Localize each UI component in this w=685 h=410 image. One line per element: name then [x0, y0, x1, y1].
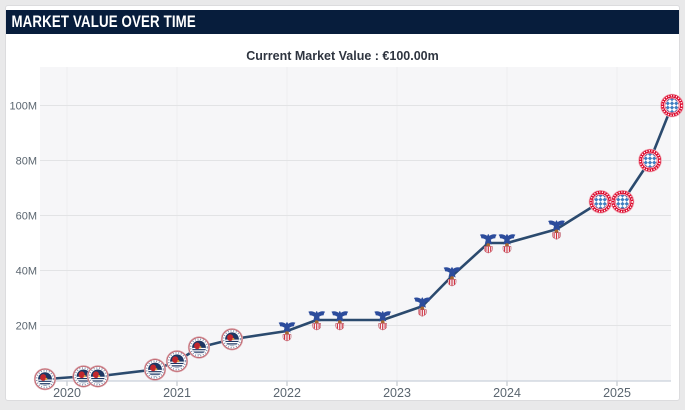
- reading-crest-marker[interactable]: [87, 366, 108, 387]
- y-axis-tick-label: 100M: [9, 101, 37, 113]
- reading-crest-marker[interactable]: [188, 337, 209, 358]
- x-axis-tick-label: 2020: [53, 386, 81, 400]
- panel-header: MARKET VALUE OVER TIME: [6, 10, 679, 34]
- x-axis-tick-label: 2025: [603, 386, 631, 400]
- bayern-munich-crest-marker[interactable]: [659, 93, 685, 118]
- reading-crest-marker[interactable]: [221, 329, 242, 350]
- reading-crest-marker[interactable]: [34, 369, 55, 390]
- x-axis-tick-label: 2024: [493, 386, 521, 400]
- bayern-munich-crest-marker[interactable]: [610, 189, 635, 214]
- current-market-value-banner: Current Market Value : €100.00m: [246, 49, 439, 63]
- x-axis-tick-label: 2021: [163, 386, 191, 400]
- x-axis-tick-label: 2022: [273, 386, 301, 400]
- bayern-munich-crest-marker[interactable]: [588, 189, 613, 214]
- y-axis-tick-label: 60M: [16, 211, 37, 223]
- y-axis-tick-label: 80M: [16, 156, 37, 168]
- y-axis-tick-label: 40M: [16, 266, 37, 278]
- y-axis-tick-label: 20M: [16, 321, 37, 333]
- bayern-munich-crest-marker[interactable]: [637, 148, 663, 173]
- plot-area: [40, 67, 671, 381]
- panel-title: MARKET VALUE OVER TIME: [11, 12, 196, 31]
- reading-crest-marker[interactable]: [144, 359, 165, 380]
- x-axis-tick-label: 2023: [383, 386, 411, 400]
- reading-crest-marker[interactable]: [166, 351, 187, 372]
